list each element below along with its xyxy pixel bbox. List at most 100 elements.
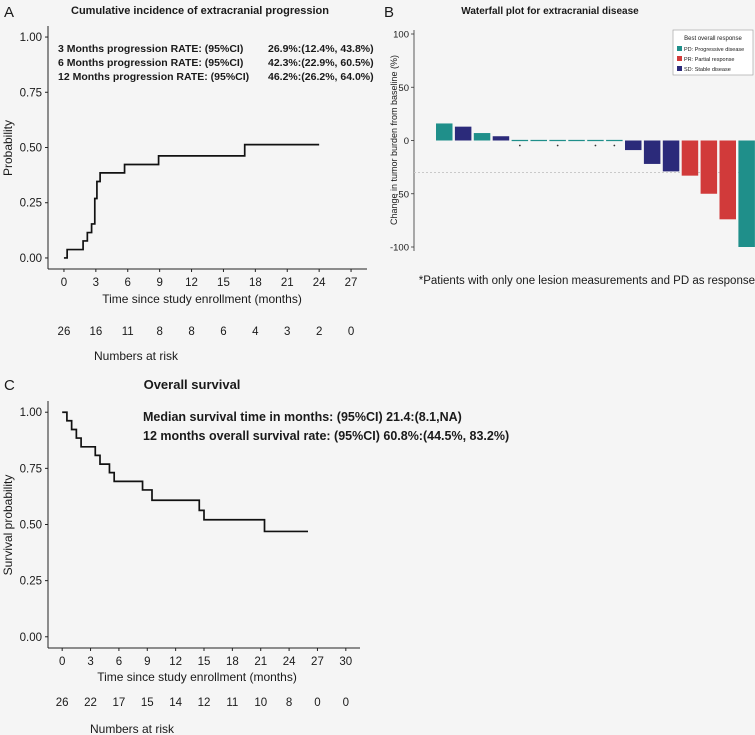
c-at-risk-count: 0 <box>343 697 349 709</box>
a-at-risk-count: 2 <box>316 326 322 338</box>
asterisk-marker <box>594 144 597 147</box>
c-at-risk-count: 14 <box>169 697 182 709</box>
a-at-risk-count: 26 <box>58 326 71 338</box>
waterfall-bar <box>492 136 510 141</box>
legend-label-pd: PD: Progressive disease <box>684 47 744 53</box>
median-survival-text: Median survival time in months: (95%CI) … <box>143 410 462 424</box>
a-at-risk-count: 3 <box>284 326 290 338</box>
a-x-tick-label: 6 <box>125 277 131 289</box>
rate-12m-value: 46.2%:(26.2%, 64.0%) <box>268 71 374 83</box>
waterfall-bar <box>643 140 661 164</box>
a-y-tick-label: 0.50 <box>20 143 42 155</box>
panel-c-y-ticks: 0.00 0.25 0.50 0.75 1.00 <box>20 407 48 644</box>
a-x-tick-label: 3 <box>93 277 99 289</box>
a-y-tick-label: 0.75 <box>20 87 42 99</box>
panel-c-at-risk-row: 26 22 17 15 14 12 11 10 8 0 0 <box>56 697 349 709</box>
a-x-tick-label: 15 <box>217 277 230 289</box>
waterfall-bar <box>473 133 491 141</box>
legend-box <box>672 29 754 76</box>
c-at-risk-count: 17 <box>113 697 126 709</box>
os-rate-text: 12 months overall survival rate: (95%CI)… <box>143 429 509 443</box>
a-x-tick-label: 12 <box>185 277 198 289</box>
c-at-risk-count: 0 <box>314 697 320 709</box>
c-x-tick-label: 21 <box>254 656 267 668</box>
c-x-tick-label: 0 <box>59 656 65 668</box>
panel-b: B Waterfall plot for extracranial diseas… <box>384 4 755 287</box>
panel-a-rates: 3 Months progression RATE: (95%CI) 26.9%… <box>58 43 374 83</box>
c-step-line <box>62 411 308 533</box>
legend-swatch-sd <box>677 66 682 71</box>
panel-a-letter: A <box>4 4 14 21</box>
a-x-tick-label: 18 <box>249 277 262 289</box>
panel-a-x-label: Time since study enrollment (months) <box>102 292 302 306</box>
asterisk-marker <box>556 144 559 147</box>
b-y-tick-label: 100 <box>393 30 409 41</box>
c-x-tick-label: 30 <box>339 656 352 668</box>
a-at-risk-count: 8 <box>156 326 162 338</box>
c-y-tick-label: 1.00 <box>20 407 42 419</box>
panel-a-x-ticks: 0 3 6 9 12 15 18 21 24 27 <box>61 269 357 289</box>
panel-a-risk-label: Numbers at risk <box>94 349 179 363</box>
c-at-risk-count: 8 <box>286 697 292 709</box>
panel-c-letter: C <box>4 377 15 394</box>
c-x-tick-label: 27 <box>311 656 324 668</box>
panel-c: C Overall survival Survival probability … <box>1 377 509 735</box>
c-at-risk-count: 12 <box>198 697 211 709</box>
legend-swatch-pr <box>677 56 682 61</box>
legend-label-sd: SD: Stable disease <box>684 67 731 73</box>
panel-a: A Cumulative incidence of extracranial p… <box>1 4 374 363</box>
panel-b-y-label: Change in tumor burden from baseline (%) <box>389 55 399 225</box>
c-y-tick-label: 0.25 <box>20 576 42 588</box>
a-step-line <box>63 143 320 259</box>
panel-a-title: Cumulative incidence of extracranial pro… <box>71 5 329 17</box>
c-at-risk-count: 11 <box>226 697 238 709</box>
a-at-risk-count: 8 <box>188 326 194 338</box>
panel-c-x-label: Time since study enrollment (months) <box>97 670 297 684</box>
c-x-tick-label: 24 <box>283 656 296 668</box>
c-at-risk-count: 26 <box>56 697 69 709</box>
b-y-tick-label: -100 <box>390 243 409 254</box>
a-at-risk-count: 0 <box>348 326 354 338</box>
panel-c-risk-label: Numbers at risk <box>90 722 175 735</box>
a-y-tick-label: 0.00 <box>20 253 42 265</box>
c-x-tick-label: 9 <box>144 656 150 668</box>
panel-c-y-label: Survival probability <box>1 475 15 576</box>
c-x-tick-label: 12 <box>169 656 182 668</box>
c-x-tick-label: 3 <box>87 656 93 668</box>
legend-title: Best overall response <box>684 36 742 42</box>
legend-swatch-pd <box>677 46 682 51</box>
panel-b-letter: B <box>384 4 394 21</box>
a-at-risk-count: 6 <box>220 326 226 338</box>
c-y-tick-label: 0.75 <box>20 463 42 475</box>
waterfall-bar <box>738 140 755 247</box>
waterfall-bar <box>681 140 699 176</box>
c-at-risk-count: 22 <box>84 697 97 709</box>
b-y-tick-label: 50 <box>398 83 409 94</box>
rate-12m-label: 12 Months progression RATE: (95%CI) <box>58 71 249 83</box>
waterfall-bar <box>700 140 718 194</box>
c-at-risk-count: 15 <box>141 697 154 709</box>
c-x-tick-label: 6 <box>116 656 122 668</box>
a-y-tick-label: 1.00 <box>20 32 42 44</box>
c-at-risk-count: 10 <box>254 697 267 709</box>
rate-6m-value: 42.3%:(22.9%, 60.5%) <box>268 57 374 69</box>
asterisk-marker <box>613 144 616 147</box>
a-x-tick-label: 9 <box>156 277 162 289</box>
panel-b-bars <box>436 123 755 247</box>
c-x-tick-label: 15 <box>198 656 211 668</box>
c-x-tick-label: 18 <box>226 656 239 668</box>
rate-3m-value: 26.9%:(12.4%, 43.8%) <box>268 43 374 55</box>
panel-b-footnote: *Patients with only one lesion measureme… <box>419 275 755 287</box>
a-x-tick-label: 21 <box>281 277 294 289</box>
panel-b-title: Waterfall plot for extracranial disease <box>461 6 639 17</box>
waterfall-bar <box>436 123 453 141</box>
a-y-tick-label: 0.25 <box>20 198 42 210</box>
panel-a-at-risk-row: 26 16 11 8 8 6 4 3 2 0 <box>58 326 355 338</box>
panel-b-y-ticks: -100 -50 0 50 100 <box>390 30 414 254</box>
waterfall-bar <box>662 140 680 172</box>
panel-c-curve <box>62 411 308 533</box>
a-at-risk-count: 16 <box>89 326 102 338</box>
rate-6m-label: 6 Months progression RATE: (95%CI) <box>58 57 243 69</box>
panel-a-y-label: Probability <box>1 120 15 176</box>
